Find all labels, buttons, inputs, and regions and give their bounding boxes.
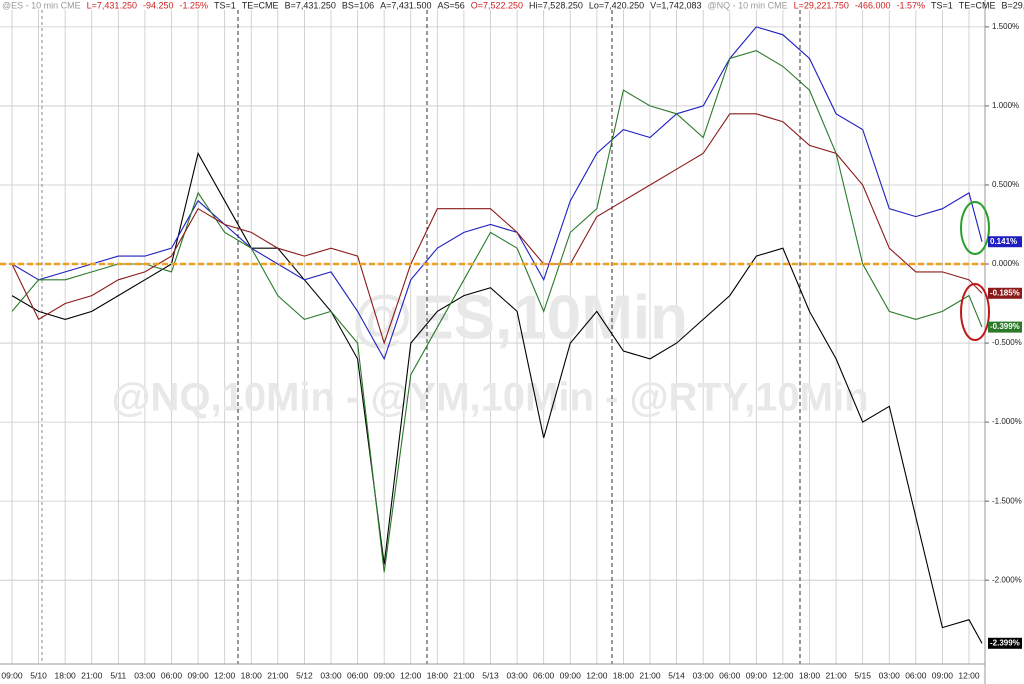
header-item: O=7,522.250 xyxy=(471,0,523,10)
x-tick-label: 21:00 xyxy=(267,670,289,680)
header-item: TE=CME xyxy=(242,0,279,10)
header-item: L=29,221.750 xyxy=(794,0,849,10)
y-tick-label: 1.000% xyxy=(992,101,1019,110)
highlight-ellipse xyxy=(960,201,990,255)
header-item: -94.250 xyxy=(143,0,174,10)
x-tick-label: 03:00 xyxy=(879,670,901,680)
x-tick-label: 5/11 xyxy=(110,670,126,680)
header-item: -1.25% xyxy=(180,0,209,10)
x-tick-label: 18:00 xyxy=(241,670,263,680)
grid xyxy=(0,10,985,664)
x-tick-label: 03:00 xyxy=(506,670,528,680)
x-tick-label: 12:00 xyxy=(214,670,236,680)
x-tick-label: 21:00 xyxy=(639,670,661,680)
header-item: TS=1 xyxy=(931,0,953,10)
x-tick-label: 09:00 xyxy=(187,670,209,680)
header-item: Lo=7,420.250 xyxy=(589,0,644,10)
watermark: @ES,10Min xyxy=(352,283,688,352)
x-tick-label: 12:00 xyxy=(772,670,794,680)
end-tag xyxy=(988,637,1022,649)
y-tick-label: -2.000% xyxy=(992,575,1022,584)
x-tick-label: 12:00 xyxy=(400,670,422,680)
x-tick-label: 12:00 xyxy=(586,670,608,680)
x-tick-label: 21:00 xyxy=(825,670,847,680)
header-item: A=7,431.500 xyxy=(380,0,431,10)
header-item: B=7,431.250 xyxy=(285,0,336,10)
x-tick-label: 12:00 xyxy=(958,670,980,680)
header-item: -1.57% xyxy=(896,0,925,10)
series-line xyxy=(11,113,983,345)
x-tick-label: 18:00 xyxy=(55,670,77,680)
header-item: TE=CME xyxy=(959,0,996,10)
end-tag xyxy=(988,321,1022,333)
y-tick-label: 1.500% xyxy=(992,22,1019,31)
header-item: AS=56 xyxy=(437,0,464,10)
x-tick-label: 5/12 xyxy=(296,670,313,680)
y-tick-label: -0.500% xyxy=(992,338,1022,347)
series-line xyxy=(11,151,983,644)
x-tick-label: 09:00 xyxy=(746,670,768,680)
header-item: L=7,431.250 xyxy=(87,0,137,10)
header-item: @NQ - 10 min CME xyxy=(707,0,787,10)
x-tick-label: 5/13 xyxy=(482,670,499,680)
x-tick-label: 18:00 xyxy=(799,670,821,680)
header-item: Hi=7,528.250 xyxy=(529,0,583,10)
header-item: @ES - 10 min CME xyxy=(2,0,81,10)
x-tick-label: 03:00 xyxy=(134,670,156,680)
x-tick-label: 5/10 xyxy=(30,670,47,680)
end-tag xyxy=(988,236,1022,248)
x-tick-label: 09:00 xyxy=(560,670,582,680)
series-line xyxy=(11,50,983,573)
header-item: -466.000 xyxy=(855,0,891,10)
y-tick-label: 0.500% xyxy=(992,180,1019,189)
header-item: BS=106 xyxy=(342,0,374,10)
x-tick-label: 21:00 xyxy=(453,670,475,680)
y-tick-label: 0.000% xyxy=(992,259,1019,268)
x-tick-label: 18:00 xyxy=(613,670,635,680)
x-tick-label: 03:00 xyxy=(320,670,342,680)
end-tag-label: 0.141% xyxy=(990,237,1017,246)
x-tick-label: 06:00 xyxy=(347,670,369,680)
x-tick-label: 21:00 xyxy=(81,670,103,680)
x-tick-label: 18:00 xyxy=(427,670,449,680)
x-tick-label: 5/14 xyxy=(668,670,685,680)
x-tick-label: 09:00 xyxy=(932,670,954,680)
x-tick-label: 06:00 xyxy=(533,670,555,680)
watermark: @NQ,10Min - @YM,10Min - @RTY,10Min xyxy=(111,376,868,420)
end-tag-label: -0.399% xyxy=(990,322,1020,331)
header-item: B=29,221.500 xyxy=(1002,0,1024,10)
header-item: V=1,742,083 xyxy=(650,0,701,10)
lines xyxy=(11,26,983,644)
highlight-ellipse xyxy=(960,283,990,341)
x-tick-label: 06:00 xyxy=(905,670,927,680)
end-tag-label: -0.185% xyxy=(990,288,1020,297)
header-item: TS=1 xyxy=(214,0,236,10)
x-tick-label: 09:00 xyxy=(374,670,396,680)
series-line xyxy=(11,26,983,361)
y-tick-label: -1.500% xyxy=(992,496,1022,505)
x-tick-label: 06:00 xyxy=(161,670,183,680)
x-tick-label: 06:00 xyxy=(719,670,741,680)
x-tick-label: 03:00 xyxy=(693,670,715,680)
x-tick-label: 5/15 xyxy=(854,670,871,680)
end-tag-label: -2.399% xyxy=(990,638,1020,647)
end-tag xyxy=(988,287,1022,299)
y-tick-label: -1.000% xyxy=(992,417,1022,426)
x-tick-label: 09:00 xyxy=(1,670,23,680)
